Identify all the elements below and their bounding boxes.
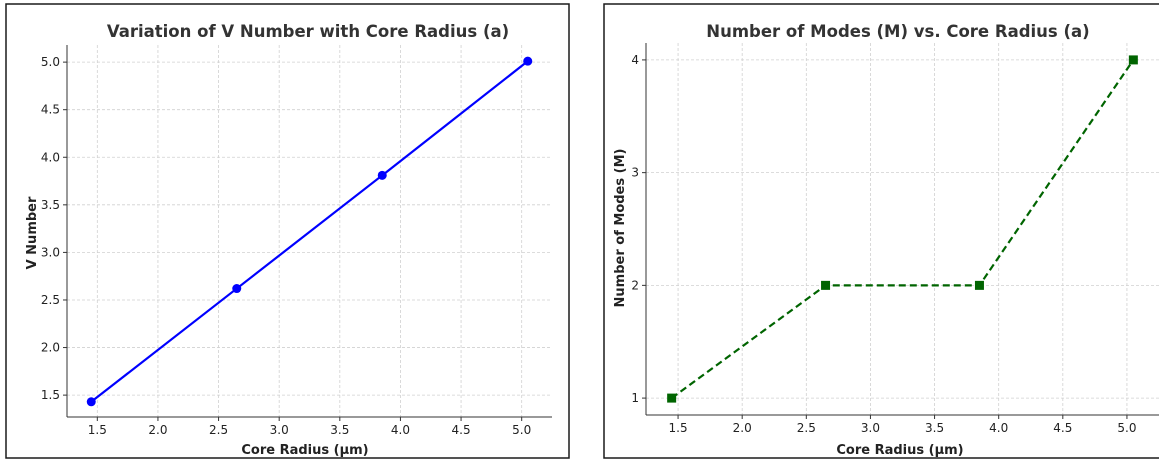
x-tick-label: 3.5 (330, 423, 349, 437)
x-tick-label: 2.0 (148, 423, 167, 437)
data-point-marker (523, 56, 533, 66)
data-point-marker (86, 397, 96, 407)
x-axis-label: Core Radius (µm) (241, 443, 368, 458)
chart-frame (5, 3, 570, 459)
y-axis-label: Number of Modes (M) (613, 149, 628, 308)
data-point-marker (667, 393, 677, 403)
x-tick-label: 1.5 (669, 421, 688, 435)
x-tick-label: 2.5 (209, 423, 228, 437)
x-tick-label: 5.0 (512, 423, 531, 437)
data-point-marker (974, 280, 984, 290)
x-tick-label: 3.5 (925, 421, 944, 435)
y-tick-label: 3.5 (41, 198, 60, 212)
y-tick-label: 2.0 (41, 341, 60, 355)
y-tick-label: 2.5 (41, 293, 60, 307)
y-axis-label: V Number (25, 196, 40, 269)
chart-title: Variation of V Number with Core Radius (… (107, 22, 509, 41)
x-tick-label: 4.0 (391, 423, 410, 437)
y-tick-label: 1.5 (41, 388, 60, 402)
v-number-chart: Variation of V Number with Core Radius (… (5, 3, 570, 459)
series-line (90, 60, 529, 403)
data-point-marker (377, 170, 387, 180)
chart-frame (603, 3, 1159, 459)
x-tick-label: 5.0 (1117, 421, 1136, 435)
x-tick-label: 3.0 (270, 423, 289, 437)
x-tick-label: 3.0 (861, 421, 880, 435)
chart-title: Number of Modes (M) vs. Core Radius (a) (706, 22, 1089, 41)
y-tick-label: 4 (631, 53, 639, 67)
plot-area: 1.5 2.0 2.5 3.0 3.5 4.0 4.5 5.0 1.5 2.0 2.5 3.0 3.5 4… (41, 45, 552, 437)
x-tick-label: 2.0 (733, 421, 752, 435)
plot-area: 1.5 2.0 2.5 3.0 3.5 4.0 4.5 5.0 1 2 3 4 (631, 43, 1159, 435)
y-tick-label: 1 (631, 391, 639, 405)
x-tick-label: 4.0 (989, 421, 1008, 435)
data-point-marker (821, 280, 831, 290)
modes-chart-panel: Number of Modes (M) vs. Core Radius (a) … (598, 0, 1159, 460)
y-tick-label: 4.0 (41, 150, 60, 164)
y-tick-label: 5.0 (41, 55, 60, 69)
v-number-chart-panel: Variation of V Number with Core Radius (… (0, 0, 572, 460)
y-tick-label: 3 (631, 166, 639, 180)
x-tick-label: 4.5 (1053, 421, 1072, 435)
series-line (670, 59, 1135, 399)
modes-chart: Number of Modes (M) vs. Core Radius (a) … (603, 3, 1159, 459)
y-tick-label: 4.5 (41, 103, 60, 117)
y-tick-label: 2 (631, 278, 639, 292)
data-point-marker (232, 284, 242, 294)
x-tick-label: 1.5 (88, 423, 107, 437)
x-tick-label: 4.5 (452, 423, 471, 437)
x-tick-label: 2.5 (797, 421, 816, 435)
y-tick-label: 3.0 (41, 245, 60, 259)
x-axis-label: Core Radius (µm) (836, 443, 963, 458)
data-point-marker (1128, 55, 1138, 65)
